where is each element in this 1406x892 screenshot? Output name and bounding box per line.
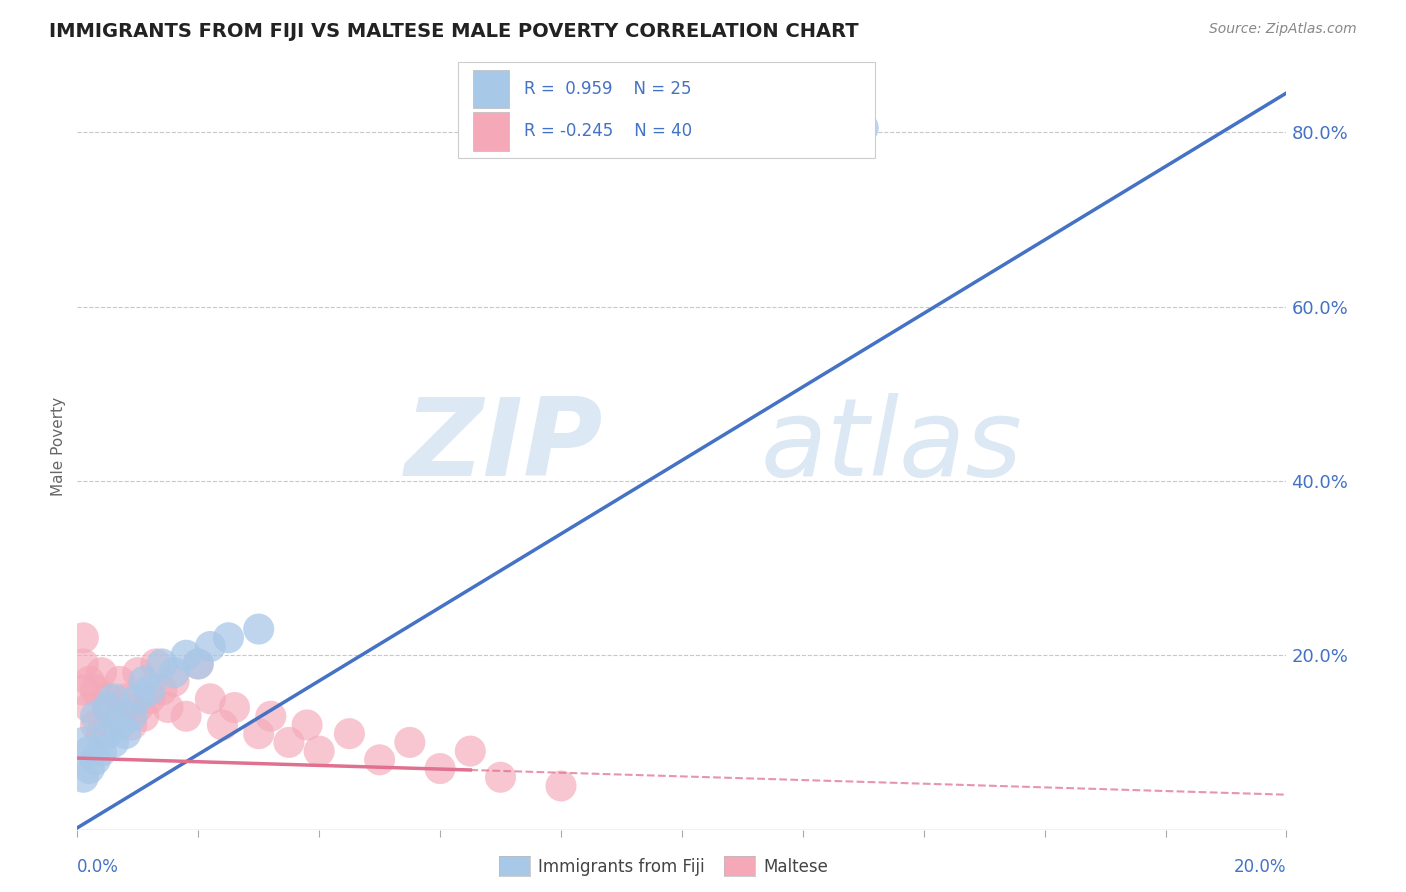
Point	[157, 700, 180, 714]
Point	[96, 726, 118, 740]
Point	[108, 674, 131, 689]
Point	[211, 718, 233, 732]
Text: 20.0%: 20.0%	[1234, 858, 1286, 876]
Point	[295, 718, 318, 732]
Point	[308, 744, 330, 758]
Point	[278, 735, 301, 749]
Point	[96, 700, 118, 714]
Point	[163, 665, 186, 680]
Point	[150, 683, 173, 698]
Point	[368, 753, 391, 767]
Point	[187, 657, 209, 671]
Point	[458, 744, 481, 758]
Text: R = -0.245    N = 40: R = -0.245 N = 40	[523, 122, 692, 140]
Point	[72, 657, 94, 671]
FancyBboxPatch shape	[458, 62, 876, 158]
Point	[247, 622, 270, 636]
Point	[114, 691, 136, 706]
Point	[90, 744, 112, 758]
Point	[550, 779, 572, 793]
Point	[429, 762, 451, 776]
Point	[79, 674, 101, 689]
Point	[103, 735, 125, 749]
Text: Immigrants from Fiji: Immigrants from Fiji	[538, 858, 706, 876]
Point	[96, 700, 118, 714]
Point	[84, 709, 107, 723]
Point	[174, 709, 197, 723]
Point	[132, 674, 155, 689]
Point	[72, 735, 94, 749]
Point	[150, 657, 173, 671]
Point	[174, 648, 197, 663]
Point	[132, 709, 155, 723]
Point	[121, 709, 143, 723]
Point	[103, 691, 125, 706]
Point	[72, 683, 94, 698]
Point	[145, 657, 167, 671]
Point	[139, 691, 162, 706]
Point	[127, 691, 149, 706]
Text: ZIP: ZIP	[405, 393, 603, 499]
Point	[224, 700, 246, 714]
Point	[114, 726, 136, 740]
Point	[127, 665, 149, 680]
Point	[84, 753, 107, 767]
Text: IMMIGRANTS FROM FIJI VS MALTESE MALE POVERTY CORRELATION CHART: IMMIGRANTS FROM FIJI VS MALTESE MALE POV…	[49, 22, 859, 41]
Point	[139, 683, 162, 698]
Point	[200, 691, 222, 706]
Point	[399, 735, 422, 749]
Text: Source: ZipAtlas.com: Source: ZipAtlas.com	[1209, 22, 1357, 37]
Point	[84, 683, 107, 698]
Point	[79, 762, 101, 776]
Point	[852, 120, 875, 135]
Point	[103, 709, 125, 723]
FancyBboxPatch shape	[472, 112, 509, 151]
Point	[96, 691, 118, 706]
Text: 0.0%: 0.0%	[77, 858, 120, 876]
Point	[337, 726, 360, 740]
Point	[121, 718, 143, 732]
Point	[108, 718, 131, 732]
Point	[72, 631, 94, 645]
Point	[163, 674, 186, 689]
Point	[84, 718, 107, 732]
Y-axis label: Male Poverty: Male Poverty	[51, 396, 66, 496]
Point	[247, 726, 270, 740]
Point	[187, 657, 209, 671]
Point	[79, 700, 101, 714]
Text: atlas: atlas	[761, 393, 1022, 499]
Point	[90, 665, 112, 680]
Point	[218, 631, 240, 645]
Point	[127, 700, 149, 714]
Text: Maltese: Maltese	[763, 858, 828, 876]
FancyBboxPatch shape	[472, 70, 509, 109]
Point	[90, 726, 112, 740]
Text: R =  0.959    N = 25: R = 0.959 N = 25	[523, 80, 690, 98]
Point	[260, 709, 283, 723]
Point	[72, 770, 94, 784]
Point	[489, 770, 512, 784]
Point	[79, 744, 101, 758]
Point	[200, 640, 222, 654]
